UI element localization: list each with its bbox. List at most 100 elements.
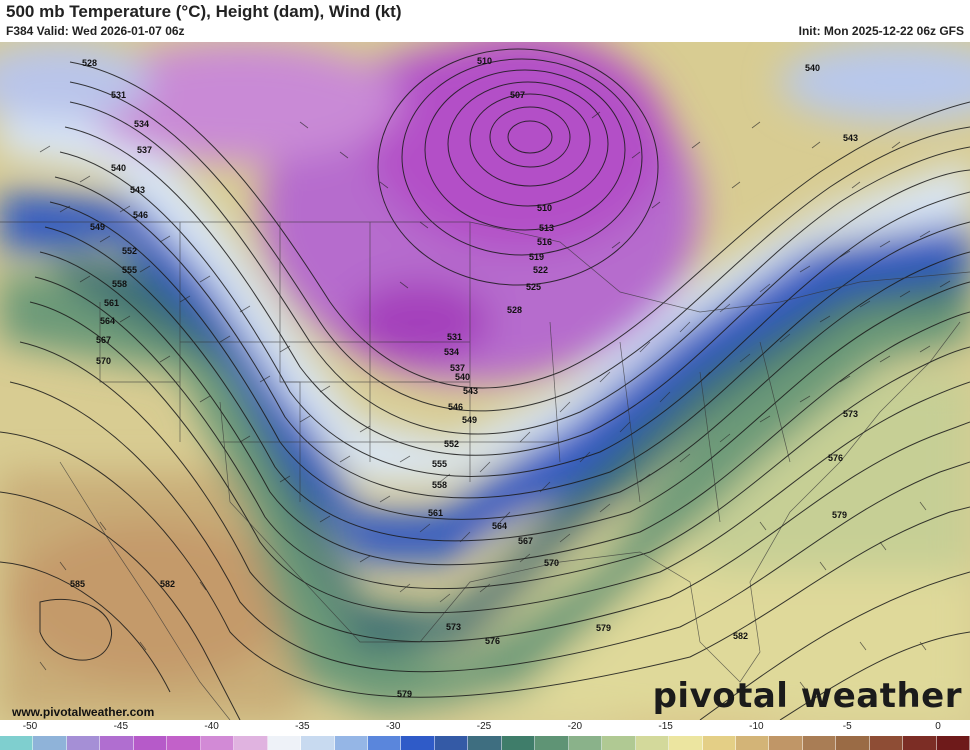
height-label: 531 bbox=[447, 332, 462, 342]
height-label: 576 bbox=[828, 453, 843, 463]
height-label: 549 bbox=[462, 415, 477, 425]
colorbar-swatch bbox=[334, 736, 368, 750]
height-label: 543 bbox=[130, 185, 145, 195]
colorbar-tick-label: 0 bbox=[935, 721, 941, 732]
height-label: 543 bbox=[843, 133, 858, 143]
wind-barbs bbox=[39, 111, 951, 691]
colorbar-swatch bbox=[501, 736, 536, 750]
height-label: 546 bbox=[133, 210, 148, 220]
height-label: 573 bbox=[446, 622, 461, 632]
colorbar-swatch bbox=[200, 736, 235, 750]
height-label: 510 bbox=[477, 56, 492, 66]
height-labels: 528 531 534 537 540 543 546 549 552 555 … bbox=[70, 56, 858, 699]
valid-time: F384 Valid: Wed 2026-01-07 06z bbox=[6, 24, 185, 38]
political-boundaries bbox=[0, 221, 970, 720]
colorbar-swatch bbox=[0, 736, 34, 750]
colorbar-swatch bbox=[234, 736, 268, 750]
colorbar-swatch bbox=[66, 736, 101, 750]
colorbar-tick-label: -50 bbox=[22, 721, 38, 732]
colorbar-swatch bbox=[33, 736, 67, 750]
colorbar-swatch bbox=[133, 736, 168, 750]
height-label: 552 bbox=[444, 439, 459, 449]
colorbar-swatch bbox=[267, 736, 302, 750]
colorbar-tick-label: -25 bbox=[476, 721, 492, 732]
height-label: 528 bbox=[82, 58, 97, 68]
colorbar-swatch bbox=[434, 736, 469, 750]
height-label: 534 bbox=[444, 347, 459, 357]
height-label: 570 bbox=[544, 558, 559, 568]
weather-map[interactable]: 528 531 534 537 540 543 546 549 552 555 … bbox=[0, 42, 970, 720]
height-label: 558 bbox=[432, 480, 447, 490]
height-label: 564 bbox=[492, 521, 507, 531]
colorbar-tick-label: -20 bbox=[567, 721, 583, 732]
colorbar-swatch bbox=[301, 736, 335, 750]
map-title: 500 mb Temperature (°C), Height (dam), W… bbox=[6, 2, 402, 21]
brand-logo: pivotal weather bbox=[652, 676, 962, 716]
height-label: 579 bbox=[596, 623, 611, 633]
colorbar-ticks: -50 -45 -40 -35 -30 -25 -20 -15 -10 -5 0 bbox=[0, 720, 970, 734]
colorbar-tick-label: -45 bbox=[113, 721, 129, 732]
colorbar-swatch bbox=[100, 736, 134, 750]
colorbar-swatch bbox=[836, 736, 870, 750]
temperature-colorbar: -50 -45 -40 -35 -30 -25 -20 -15 -10 -5 0 bbox=[0, 720, 970, 750]
colorbar-tick-label: -5 bbox=[842, 721, 852, 732]
height-label: 585 bbox=[70, 579, 85, 589]
height-label: 510 bbox=[537, 203, 552, 213]
height-label: 579 bbox=[832, 510, 847, 520]
height-label: 519 bbox=[529, 252, 544, 262]
height-label: 549 bbox=[90, 222, 105, 232]
colorbar-swatch bbox=[535, 736, 569, 750]
height-label: 567 bbox=[96, 335, 111, 345]
height-label: 561 bbox=[104, 298, 119, 308]
colorbar-swatch bbox=[167, 736, 201, 750]
colorbar-swatch bbox=[401, 736, 435, 750]
header: 500 mb Temperature (°C), Height (dam), W… bbox=[0, 0, 970, 42]
height-label: 564 bbox=[100, 316, 115, 326]
height-label: 540 bbox=[805, 63, 820, 73]
colorbar-swatch bbox=[468, 736, 502, 750]
height-label: 570 bbox=[96, 356, 111, 366]
colorbar-swatch bbox=[769, 736, 803, 750]
height-label: 531 bbox=[111, 90, 126, 100]
height-label: 576 bbox=[485, 636, 500, 646]
colorbar-tick-label: -35 bbox=[295, 721, 310, 732]
colorbar-swatch bbox=[936, 736, 970, 750]
height-label: 582 bbox=[160, 579, 175, 589]
height-label: 555 bbox=[122, 265, 137, 275]
colorbar-swatch bbox=[802, 736, 837, 750]
init-time: Init: Mon 2025-12-22 06z GFS bbox=[798, 24, 964, 38]
height-label: 534 bbox=[134, 119, 149, 129]
height-label: 537 bbox=[450, 363, 465, 373]
height-label: 582 bbox=[733, 631, 748, 641]
height-label: 516 bbox=[537, 237, 552, 247]
height-label: 540 bbox=[111, 163, 126, 173]
height-label: 525 bbox=[526, 282, 541, 292]
height-label: 522 bbox=[533, 265, 548, 275]
height-label: 507 bbox=[510, 90, 525, 100]
height-label: 528 bbox=[507, 305, 522, 315]
colorbar-swatch bbox=[903, 736, 937, 750]
height-label: 513 bbox=[539, 223, 554, 233]
height-label: 567 bbox=[518, 536, 533, 546]
height-label: 552 bbox=[122, 246, 137, 256]
height-label: 579 bbox=[397, 689, 412, 699]
height-label: 573 bbox=[843, 409, 858, 419]
colorbar-tick-label: -15 bbox=[658, 721, 673, 732]
colorbar-swatch bbox=[568, 736, 603, 750]
colorbar-strip bbox=[0, 736, 970, 750]
height-label: 558 bbox=[112, 279, 127, 289]
colorbar-tick-label: -10 bbox=[749, 721, 764, 732]
colorbar-tick-label: -30 bbox=[385, 721, 401, 732]
map-canvas: 528 531 534 537 540 543 546 549 552 555 … bbox=[0, 42, 970, 720]
colorbar-swatch bbox=[367, 736, 402, 750]
height-label: 561 bbox=[428, 508, 443, 518]
colorbar-swatch bbox=[735, 736, 770, 750]
height-label: 537 bbox=[137, 145, 152, 155]
height-label: 540 bbox=[455, 372, 470, 382]
height-contours bbox=[0, 48, 970, 720]
colorbar-swatch bbox=[635, 736, 670, 750]
colorbar-swatch bbox=[702, 736, 736, 750]
height-label: 546 bbox=[448, 402, 463, 412]
colorbar-swatch bbox=[669, 736, 703, 750]
height-label: 555 bbox=[432, 459, 447, 469]
